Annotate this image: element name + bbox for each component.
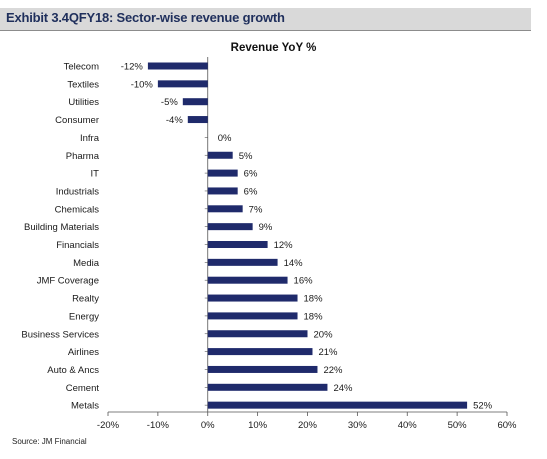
category-label: IT <box>91 169 100 180</box>
x-tick-label: -10% <box>147 420 170 431</box>
category-label: Cement <box>66 383 100 394</box>
category-label: Infra <box>80 133 100 144</box>
bar <box>207 383 328 391</box>
bar <box>207 241 268 248</box>
x-tick-label: 0% <box>201 420 215 431</box>
x-tick-label: -20% <box>97 420 120 431</box>
bar <box>207 365 318 373</box>
bar <box>207 151 233 159</box>
category-label: Consumer <box>55 115 99 126</box>
data-label: 21% <box>318 347 338 358</box>
category-label: Building Materials <box>24 222 99 233</box>
x-tick-label: 10% <box>248 420 268 431</box>
data-label: 6% <box>244 186 258 197</box>
data-label: 18% <box>304 294 324 305</box>
bar <box>207 223 253 231</box>
data-label: 22% <box>323 365 343 376</box>
bar <box>207 312 298 320</box>
data-label: 16% <box>294 276 314 287</box>
data-label: -4% <box>166 115 183 126</box>
exhibit-header: Exhibit 3.4QFY18: Sector-wise revenue gr… <box>0 8 531 31</box>
bar <box>187 116 208 124</box>
data-label: 6% <box>244 169 258 180</box>
x-tick-label: 40% <box>398 420 418 431</box>
bar <box>207 348 313 356</box>
x-tick-label: 60% <box>497 420 517 431</box>
category-label: Metals <box>71 401 99 412</box>
category-label: Media <box>73 258 100 269</box>
category-label: Financials <box>56 240 99 251</box>
category-label: Pharma <box>66 151 100 162</box>
source-note: Source: JM Financial <box>12 437 87 446</box>
data-label: -10% <box>131 79 154 90</box>
category-label: Utilities <box>68 97 99 108</box>
data-label: 20% <box>314 329 334 340</box>
category-label: Energy <box>69 311 99 322</box>
bar <box>207 330 308 338</box>
bar <box>207 205 243 213</box>
data-label: 24% <box>333 383 353 394</box>
bar <box>207 169 238 177</box>
chart-title: Revenue YoY % <box>230 42 317 54</box>
data-label: 7% <box>249 204 263 215</box>
data-label: 14% <box>284 258 304 269</box>
data-label: 9% <box>259 222 273 233</box>
bar <box>207 401 468 409</box>
data-label: -5% <box>161 97 178 108</box>
bar <box>207 258 278 266</box>
data-label: 52% <box>473 401 493 412</box>
category-label: Chemicals <box>55 204 100 215</box>
category-label: Auto & Ancs <box>47 365 99 376</box>
bar <box>157 80 208 88</box>
category-label: Industrials <box>56 186 100 197</box>
data-label: 12% <box>274 240 294 251</box>
exhibit-title: Exhibit 3.4QFY18: Sector-wise revenue gr… <box>6 10 285 25</box>
x-tick-label: 50% <box>448 420 468 431</box>
data-label: 18% <box>304 311 324 322</box>
bar <box>147 62 208 70</box>
data-label: -12% <box>121 62 144 73</box>
category-label: Airlines <box>68 347 99 358</box>
category-label: Business Services <box>21 329 99 340</box>
bar <box>182 98 208 106</box>
category-label: Textiles <box>67 79 99 90</box>
x-tick-label: 20% <box>298 420 318 431</box>
bar <box>207 276 288 284</box>
category-label: Telecom <box>64 62 99 73</box>
category-label: Realty <box>72 294 99 305</box>
category-label: JMF Coverage <box>37 276 99 287</box>
bar <box>207 294 298 302</box>
bar <box>207 187 238 195</box>
data-label: 5% <box>239 151 253 162</box>
x-tick-label: 30% <box>348 420 368 431</box>
data-label: 0% <box>218 133 232 144</box>
